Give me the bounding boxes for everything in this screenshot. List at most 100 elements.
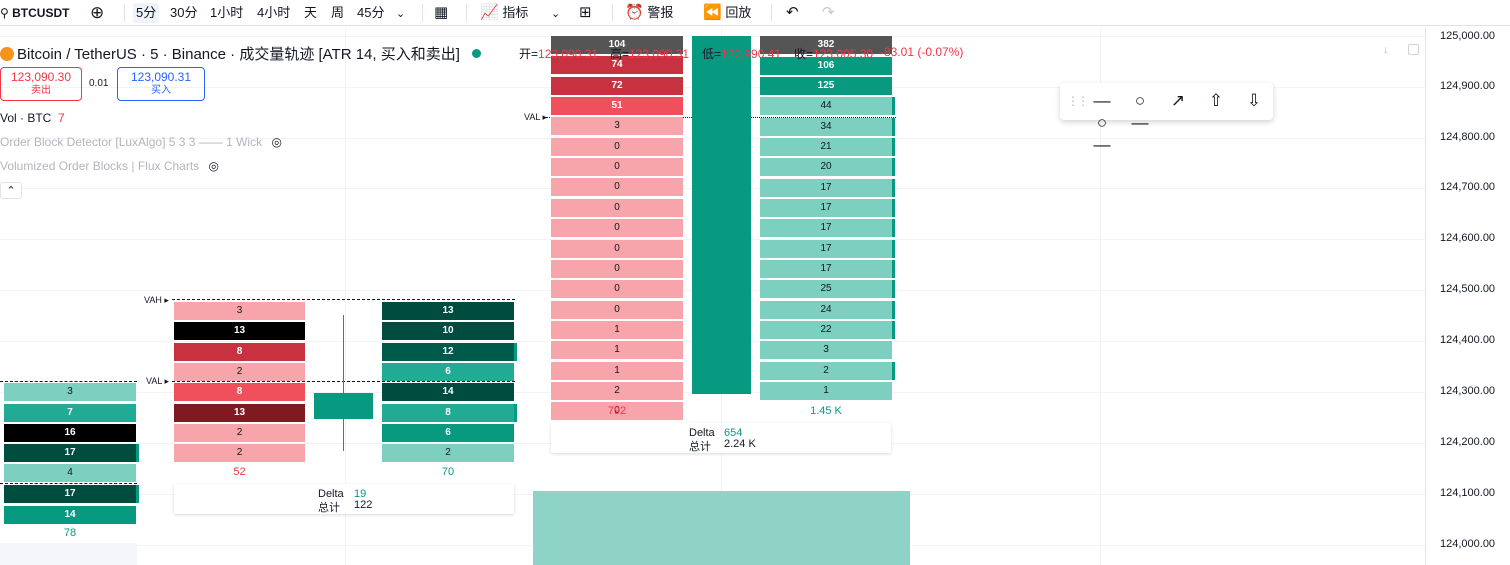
interval-30m[interactable]: 30分 xyxy=(170,5,198,20)
buy-total: 70 xyxy=(441,466,455,478)
chart-type-button[interactable]: ▦ xyxy=(434,3,448,23)
collapse-legend-button[interactable]: ⌃ xyxy=(0,182,22,199)
price-tick: 124,200.00 xyxy=(1440,436,1496,448)
sell-cell: 13 xyxy=(174,404,305,422)
delta-label: Delta xyxy=(689,427,715,439)
sell-total: 52 xyxy=(233,466,246,478)
top-toolbar: ⚲ BTCUSDT ⊕ 5分 30分 1小时 4小时 天 周 45分 ⌄ ▦ 📈… xyxy=(0,0,1510,26)
undo-button[interactable]: ↶ xyxy=(786,3,799,23)
sell-button[interactable]: 123,090.30 卖出 xyxy=(0,67,82,101)
alert-button[interactable]: ⏰ 警报 xyxy=(625,3,673,23)
buy-cell: 8 xyxy=(382,404,514,422)
volume-marker xyxy=(892,138,895,156)
buy-cell: 14 xyxy=(382,383,514,401)
sell-cell: 3 xyxy=(174,302,305,320)
buy-cell: 2 xyxy=(382,444,514,462)
indicators-icon: 📈 xyxy=(480,4,499,21)
volume-marker xyxy=(892,97,895,115)
buy-cell: 17 xyxy=(760,219,892,237)
maximize-icon[interactable] xyxy=(1408,44,1419,55)
footprint-cell: 14 xyxy=(4,506,136,524)
buy-label: 买入 xyxy=(151,85,171,96)
replay-button[interactable]: ⏪ 回放 xyxy=(703,3,751,23)
chevron-down-icon: ⌄ xyxy=(551,8,561,20)
arrow-line-icon[interactable]: ↗ xyxy=(1170,91,1186,110)
volume-marker xyxy=(892,240,895,258)
interval-4h[interactable]: 4小时 xyxy=(257,5,291,20)
interval-dropdown[interactable]: ⌄ xyxy=(396,3,405,23)
chevron-down-icon: ⌄ xyxy=(396,8,406,20)
add-symbol-button[interactable]: ⊕ xyxy=(90,3,104,23)
delta-value: 654 xyxy=(724,427,743,439)
buy-button[interactable]: 123,090.31 买入 xyxy=(117,67,205,101)
price-tick: 124,100.00 xyxy=(1440,487,1496,499)
price-axis[interactable]: 125,000.00 124,900.00 124,800.00 124,700… xyxy=(1425,27,1510,565)
sell-cell: 0 xyxy=(551,402,683,420)
price-tick: 124,900.00 xyxy=(1440,80,1496,92)
arrow-down-icon[interactable]: ↓ xyxy=(1383,44,1389,56)
sell-cell: 8 xyxy=(174,343,305,361)
horizontal-line-icon[interactable]: ○— xyxy=(1131,91,1149,132)
buy-cell: 6 xyxy=(382,363,514,381)
sell-cell: 72 xyxy=(551,77,683,95)
vol-value: 7 xyxy=(58,111,65,125)
plus-circle-icon: ⊕ xyxy=(90,3,105,22)
eye-hidden-icon[interactable]: ◎ xyxy=(271,135,282,149)
sell-cell: 2 xyxy=(551,382,683,400)
delta-label: Delta xyxy=(318,488,344,500)
alarm-clock-icon: ⏰ xyxy=(625,4,644,21)
buy-cell: 34 xyxy=(760,118,892,136)
indicator-legend-1[interactable]: Order Block Detector [LuxAlgo] 5 3 3 —— … xyxy=(0,135,282,149)
buy-cell: 6 xyxy=(382,424,514,442)
buy-cell: 25 xyxy=(760,280,892,298)
sell-cell: 2 xyxy=(174,424,305,442)
sell-cell: 2 xyxy=(174,363,305,381)
delta-summary-box: Delta 654 总计 2.24 K xyxy=(551,423,891,453)
delta-summary-box: Delta 19 总计 122 xyxy=(174,484,514,514)
buy-cell: 3 xyxy=(760,341,892,359)
drag-handle-icon[interactable]: ⋮⋮ xyxy=(1067,94,1089,108)
bitcoin-logo-icon xyxy=(0,47,14,61)
interval-1d[interactable]: 天 xyxy=(304,5,318,20)
indicator-name: Order Block Detector [LuxAlgo] 5 3 3 —— … xyxy=(0,135,263,149)
sell-cell: 0 xyxy=(551,219,683,237)
sell-cell: 1 xyxy=(551,362,683,380)
sell-cell: 0 xyxy=(551,280,683,298)
volume-marker xyxy=(892,321,895,339)
vah-label: VAH ▸ xyxy=(144,295,169,305)
footprint-cell: 4 xyxy=(4,464,136,482)
rewind-icon: ⏪ xyxy=(703,4,722,21)
volume-legend[interactable]: Vol · BTC 7 xyxy=(0,111,65,125)
layout-button[interactable]: ⊞ xyxy=(579,3,592,23)
interval-45m[interactable]: 45分 xyxy=(357,5,385,20)
interval-1w[interactable]: 周 xyxy=(331,5,345,20)
sell-cell: 8 xyxy=(174,383,305,401)
buy-cell: 17 xyxy=(760,199,892,217)
series-legend[interactable]: Bitcoin / TetherUS · 5 · Binance · 成交量轨迹… xyxy=(0,43,482,64)
total-label: 总计 xyxy=(318,502,340,514)
market-status-icon xyxy=(472,49,482,58)
spread-value: 0.01 xyxy=(89,78,109,89)
indicators-dropdown[interactable]: ⌄ xyxy=(551,3,560,23)
symbol-search[interactable]: ⚲ BTCUSDT xyxy=(0,3,69,23)
interval-1h[interactable]: 1小时 xyxy=(210,5,244,20)
ohlc-close: 收=123,005.30 xyxy=(794,47,874,61)
arrow-up-icon[interactable]: ⇧ xyxy=(1208,91,1224,110)
buy-cell: 2 xyxy=(760,362,892,380)
buy-cell: 44 xyxy=(760,97,892,115)
redo-button[interactable]: ↷ xyxy=(822,3,835,23)
volume-bar xyxy=(533,491,910,565)
sell-cell: 104 xyxy=(551,36,683,54)
buy-cell: 24 xyxy=(760,301,892,319)
volume-bar-left xyxy=(0,543,137,565)
interval-5m[interactable]: 5分 xyxy=(133,3,160,23)
indicator-legend-2[interactable]: Volumized Order Blocks | Flux Charts ◎ xyxy=(0,159,219,173)
arrow-down-icon[interactable]: ⇩ xyxy=(1246,91,1262,110)
indicators-button[interactable]: 📈 指标 xyxy=(480,3,528,23)
volume-marker xyxy=(892,301,895,319)
eye-hidden-icon[interactable]: ◎ xyxy=(208,159,220,173)
sell-cell: 0 xyxy=(551,199,683,217)
buy-cell: 10 xyxy=(382,322,514,340)
buy-total: 1.45 K xyxy=(810,405,842,417)
horizontal-ray-icon[interactable]: —○— xyxy=(1093,91,1111,154)
